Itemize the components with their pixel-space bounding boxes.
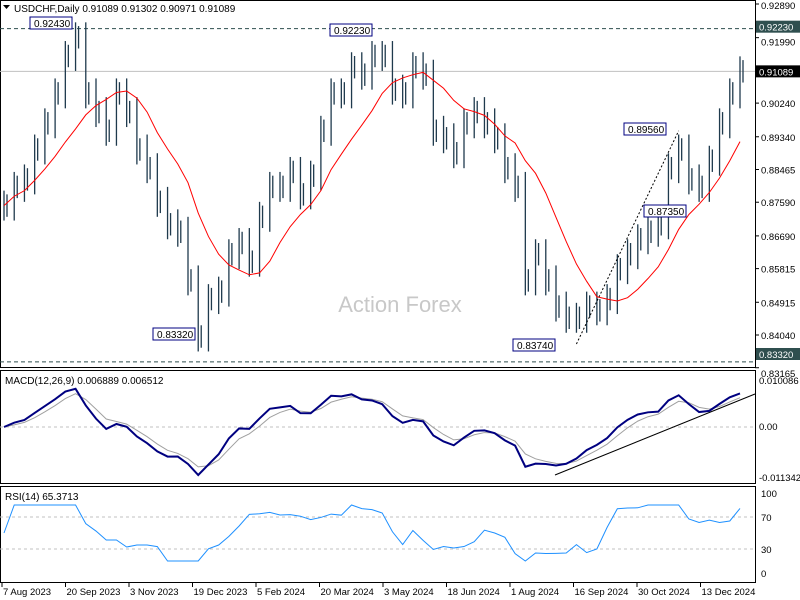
rsi-axis-label: 0 bbox=[761, 569, 766, 580]
x-tick-label: 20 Sep 2023 bbox=[67, 587, 121, 598]
price-annotation: 0.83320 bbox=[157, 330, 194, 341]
rsi-axis-label: 100 bbox=[761, 489, 777, 500]
level-tag bbox=[756, 348, 800, 360]
current-price-tag bbox=[756, 65, 800, 78]
y-tick-label: 0.84040 bbox=[761, 331, 795, 342]
rsi-axis-label: 70 bbox=[761, 513, 772, 524]
rsi-panel bbox=[0, 486, 756, 583]
x-tick-label: 16 Sep 2024 bbox=[575, 587, 629, 598]
watermark: Action Forex bbox=[338, 292, 462, 317]
rsi-axis-label: 30 bbox=[761, 545, 772, 556]
macd-axis-label: 0.00 bbox=[759, 422, 778, 433]
level-tag-label: 0.92230 bbox=[759, 23, 793, 34]
price-annotation-box bbox=[512, 338, 556, 352]
x-tick-label: 30 Oct 2024 bbox=[638, 587, 690, 598]
y-tick-label: 0.86690 bbox=[761, 232, 795, 243]
x-tick-label: 19 Dec 2023 bbox=[194, 587, 248, 598]
y-tick-label: 0.83165 bbox=[761, 369, 795, 380]
macd-line bbox=[3, 387, 741, 477]
rsi-line bbox=[3, 504, 741, 562]
price-annotation: 0.89560 bbox=[628, 125, 665, 136]
price-annotation-box bbox=[152, 327, 196, 341]
price-annotation-box bbox=[643, 204, 687, 218]
price-annotation-box bbox=[329, 23, 373, 37]
current-price-label: 0.91089 bbox=[759, 67, 793, 78]
price-annotation-box bbox=[29, 16, 73, 30]
level-tag-label: 0.83320 bbox=[759, 350, 793, 361]
y-tick-label: 0.85815 bbox=[761, 265, 795, 276]
rsi-title: RSI(14) 65.3713 bbox=[5, 492, 79, 503]
moving-average-line bbox=[3, 71, 741, 302]
y-tick-label: 0.92890 bbox=[761, 1, 795, 12]
y-tick-label: 0.91990 bbox=[761, 38, 795, 49]
price-annotation: 0.87350 bbox=[648, 207, 685, 218]
x-tick-label: 3 May 2024 bbox=[384, 587, 434, 598]
level-tag bbox=[756, 20, 800, 33]
x-tick-label: 3 Nov 2023 bbox=[130, 587, 179, 598]
chart-title: USDCHF,Daily 0.91089 0.91302 0.90971 0.9… bbox=[14, 4, 236, 15]
y-tick-label: 0.84915 bbox=[761, 298, 795, 309]
x-tick-label: 20 Mar 2024 bbox=[321, 587, 374, 598]
macd-title: MACD(12,26,9) 0.006889 0.006512 bbox=[5, 376, 164, 387]
y-tick-label: 0.90240 bbox=[761, 99, 795, 110]
price-annotation: 0.83740 bbox=[517, 341, 554, 352]
fib-trend-line bbox=[575, 130, 680, 345]
price-annotation-box bbox=[623, 122, 667, 136]
x-tick-label: 1 Aug 2024 bbox=[511, 587, 559, 598]
macd-signal-line bbox=[3, 393, 741, 468]
y-tick-label: 0.88465 bbox=[761, 166, 795, 177]
price-panel bbox=[0, 0, 756, 368]
macd-axis-label: -0.011342 bbox=[759, 473, 800, 484]
x-tick-label: 7 Aug 2023 bbox=[3, 587, 51, 598]
y-tick-label: 0.87590 bbox=[761, 198, 795, 209]
triangle-down-icon bbox=[3, 5, 10, 9]
x-tick-label: 5 Feb 2024 bbox=[257, 587, 305, 598]
macd-trendline bbox=[554, 393, 756, 476]
x-tick-label: 13 Dec 2024 bbox=[702, 587, 756, 598]
y-tick-label: 0.89340 bbox=[761, 133, 795, 144]
price-annotation: 0.92430 bbox=[34, 19, 71, 30]
macd-axis-label: 0.010086 bbox=[759, 376, 799, 387]
x-tick-label: 18 Jun 2024 bbox=[448, 587, 500, 598]
price-annotation: 0.92230 bbox=[334, 26, 371, 37]
